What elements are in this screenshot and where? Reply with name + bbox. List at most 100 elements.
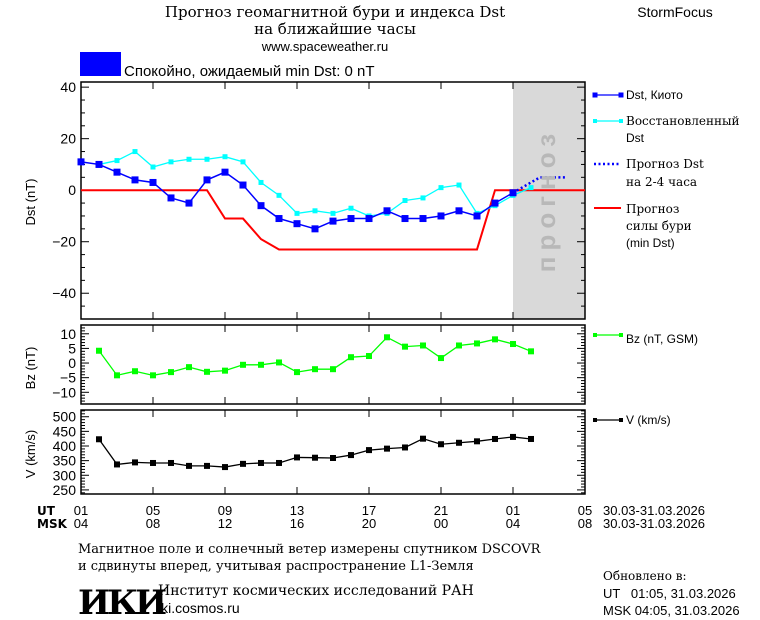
v-point	[474, 438, 480, 445]
chart-title-line1: Прогноз геомагнитной бури и индекса Dst	[165, 3, 505, 21]
dst-restored-point	[348, 205, 354, 211]
y-tick-label: 0	[68, 182, 76, 198]
footer-note-line2: и сдвинуты вперед, учитывая распростране…	[78, 559, 474, 574]
legend-bz: Bz (nT, GSM)	[626, 332, 698, 346]
v-point	[150, 459, 156, 466]
ut-tick-label: 21	[434, 503, 448, 518]
bz-point	[204, 368, 210, 375]
dst-restored-point	[132, 149, 138, 155]
bz-point	[312, 366, 318, 373]
bz-point	[438, 355, 444, 362]
msk-tick-label: 04	[74, 516, 88, 531]
dst-restored-point	[312, 208, 318, 214]
dst-kyoto-point	[473, 212, 481, 220]
dst-legend-marker	[592, 92, 598, 98]
dst-restored-point	[150, 164, 156, 170]
bz-point	[348, 354, 354, 361]
bz-point	[420, 342, 426, 349]
dst-kyoto-point	[257, 202, 265, 210]
dst-kyoto-point	[455, 207, 463, 215]
legend-dst-restored-line1: Восстановленный	[626, 114, 740, 128]
v-point	[510, 433, 516, 440]
v-point	[528, 435, 534, 442]
bz-point	[96, 347, 102, 354]
msk-label: MSK	[37, 517, 68, 531]
ut-tick-label: 05	[146, 503, 160, 518]
ut-tick-label: 01	[506, 503, 520, 518]
legend-v: V (km/s)	[626, 413, 671, 427]
dst-kyoto-point	[419, 215, 427, 223]
y-tick-label: 450	[53, 423, 77, 439]
dst-restored-point	[186, 156, 192, 162]
ut-tick-label: 01	[74, 503, 88, 518]
institute-url[interactable]: iki.cosmos.ru	[158, 600, 240, 616]
bz-point	[150, 372, 156, 379]
dst-kyoto-point	[311, 225, 319, 233]
updated-msk: MSK 04:05, 31.03.2026	[603, 603, 740, 618]
legend-min-dst-line3: (min Dst)	[626, 236, 675, 250]
dst-restored-point	[204, 156, 210, 162]
dst-restored-point	[240, 159, 246, 165]
bz-point	[114, 372, 120, 379]
bz-point	[294, 369, 300, 376]
v-point	[294, 454, 300, 461]
dst-restored-point	[114, 158, 120, 164]
v-point	[492, 435, 498, 442]
v-point	[114, 461, 120, 468]
dst-kyoto-point	[401, 215, 409, 223]
v-point	[168, 459, 174, 466]
bz-point	[528, 348, 534, 355]
dst-restored-point	[276, 192, 282, 198]
y-tick-label: −20	[52, 234, 76, 250]
msk-tick-label: 20	[362, 516, 376, 531]
v-point	[240, 460, 246, 467]
bz-point	[222, 367, 228, 374]
dst-kyoto-point	[113, 168, 121, 176]
dst-kyoto-point	[347, 215, 355, 223]
forecast-zone	[513, 82, 585, 319]
v-point	[438, 441, 444, 448]
updated-label: Обновлено в:	[603, 569, 687, 583]
dst-kyoto-point	[203, 176, 211, 184]
dst-restored-point	[222, 154, 228, 160]
bz-point	[456, 342, 462, 349]
v-point	[402, 444, 408, 451]
legend-dst-restored-line2: Dst	[626, 131, 645, 145]
legend-min-dst-line1: Прогноз	[626, 202, 679, 216]
dst-kyoto-point	[131, 176, 139, 184]
msk-tick-label: 12	[218, 516, 232, 531]
v-line	[98, 436, 532, 468]
bz-point	[330, 366, 336, 373]
chart-title-line2: на ближайшие часы	[254, 20, 416, 38]
bz-point	[492, 336, 498, 343]
dst-kyoto-point	[95, 160, 103, 168]
ut-tick-label: 09	[218, 503, 232, 518]
legend: Dst, Киото Восстановленный Dst Прогноз D…	[626, 88, 740, 427]
y-tick-label: 10	[60, 326, 76, 342]
site-url[interactable]: www.spaceweather.ru	[261, 39, 388, 54]
bz-point	[258, 361, 264, 368]
msk-tick-label: 08	[578, 516, 592, 531]
v-point	[258, 459, 264, 466]
bz-point	[366, 353, 372, 360]
legend-min-dst-line2: силы бури	[626, 219, 692, 233]
panel-frame	[80, 409, 586, 495]
bz-point	[240, 361, 246, 368]
legend-forecast-line2: на 2-4 часа	[626, 175, 697, 189]
ut-tick-label: 13	[290, 503, 304, 518]
panel-frame	[80, 81, 586, 320]
dst-restored-point	[294, 210, 300, 216]
msk-tick-label: 16	[290, 516, 304, 531]
bz-point	[474, 340, 480, 347]
msk-date-range: 30.03-31.03.2026	[603, 516, 705, 531]
dst-restored-point	[330, 210, 336, 216]
updated-ut: UT 01:05, 31.03.2026	[603, 586, 736, 601]
dst-restored-point	[438, 185, 444, 191]
ut-tick-label: 05	[578, 503, 592, 518]
dst-restored-legend-marker	[593, 119, 597, 123]
dst-kyoto-point	[383, 207, 391, 215]
bz-point	[510, 341, 516, 348]
dst-kyoto-point	[239, 181, 247, 189]
y-tick-label: 400	[53, 438, 77, 454]
